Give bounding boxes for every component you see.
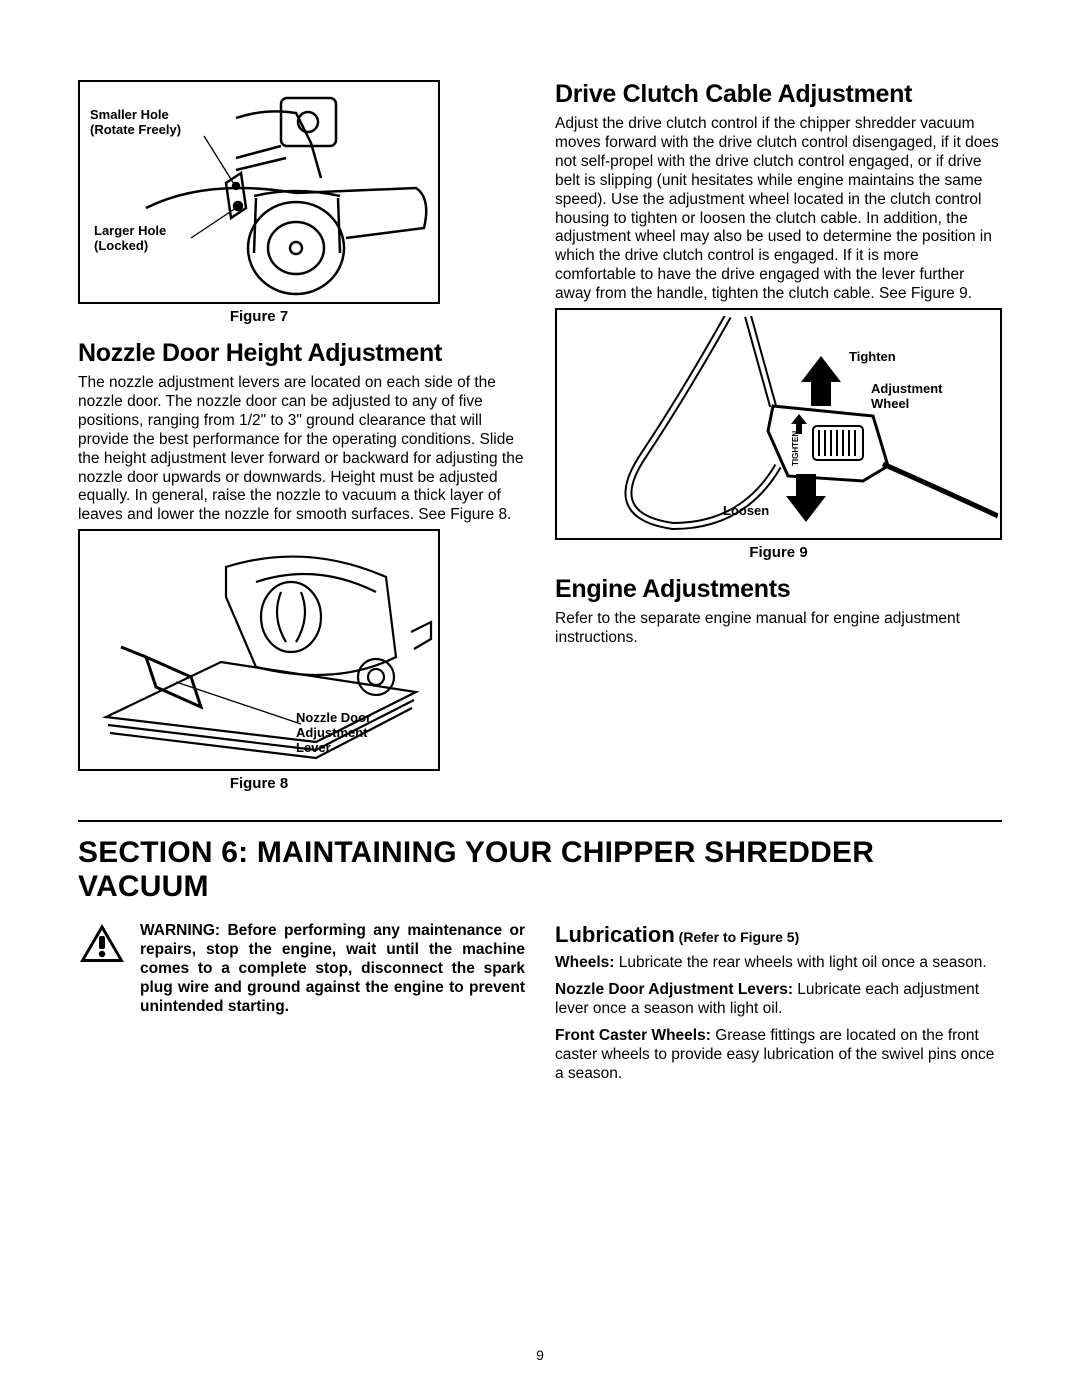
warning-icon: [78, 922, 126, 1017]
drive-heading: Drive Clutch Cable Adjustment: [555, 80, 1002, 109]
lubrication-sub: (Refer to Figure 5): [675, 929, 799, 945]
fig9-vtext: TIGHTEN: [791, 431, 800, 466]
wheels-label: Wheels:: [555, 954, 614, 971]
figure-8-diagram: [86, 537, 436, 765]
lubrication-heading-row: Lubrication (Refer to Figure 5): [555, 922, 1002, 948]
text: Smaller Hole: [90, 107, 169, 122]
wheels-body: Lubricate the rear wheels with light oil…: [614, 954, 986, 971]
fig8-label: Nozzle Door Adjustment Lever: [296, 711, 371, 756]
fig7-label-smaller: Smaller Hole (Rotate Freely): [90, 108, 181, 138]
section6-right: Lubrication (Refer to Figure 5) Wheels: …: [555, 922, 1002, 1083]
section6-left: WARNING: Before performing any maintenan…: [78, 922, 525, 1083]
two-column-layout: Smaller Hole (Rotate Freely) Larger Hole…: [78, 80, 1002, 792]
levers-label: Nozzle Door Adjustment Levers:: [555, 981, 793, 998]
warning-label: WARNING:: [140, 922, 220, 939]
text: Adjustment: [296, 725, 368, 740]
warning-text: WARNING: Before performing any maintenan…: [140, 922, 525, 1017]
page-number: 9: [0, 1347, 1080, 1363]
figure-7-box: Smaller Hole (Rotate Freely) Larger Hole…: [78, 80, 440, 304]
text: Adjustment: [871, 381, 943, 396]
section6-columns: WARNING: Before performing any maintenan…: [78, 922, 1002, 1083]
fig9-loosen-label: Loosen: [723, 504, 769, 519]
fig9-adj-label: Adjustment Wheel: [871, 382, 943, 412]
text: Lever: [296, 740, 331, 755]
levers-para: Nozzle Door Adjustment Levers: Lubricate…: [555, 981, 1002, 1019]
lubrication-heading: Lubrication: [555, 922, 675, 947]
figure-9-diagram: TIGHTEN: [563, 316, 998, 534]
figure-9-caption: Figure 9: [555, 544, 1002, 561]
figure-9-box: TIGHTEN Tighten Adjustment Wheel Loosen: [555, 308, 1002, 540]
text: Nozzle Door: [296, 710, 371, 725]
right-column: Drive Clutch Cable Adjustment Adjust the…: [555, 80, 1002, 792]
section-separator: [78, 820, 1002, 822]
figure-8-box: Nozzle Door Adjustment Lever: [78, 529, 440, 771]
caster-label: Front Caster Wheels:: [555, 1027, 711, 1044]
fig9-tighten-label: Tighten: [849, 350, 896, 365]
text: Larger Hole: [94, 223, 166, 238]
engine-heading: Engine Adjustments: [555, 575, 1002, 604]
section-6-title: SECTION 6: MAINTAINING YOUR CHIPPER SHRE…: [78, 836, 1002, 904]
caster-para: Front Caster Wheels: Grease fittings are…: [555, 1027, 1002, 1084]
fig7-label-larger: Larger Hole (Locked): [94, 224, 166, 254]
text: Wheel: [871, 396, 909, 411]
drive-body: Adjust the drive clutch control if the c…: [555, 115, 1002, 304]
text: (Rotate Freely): [90, 122, 181, 137]
figure-7-caption: Figure 7: [78, 308, 440, 325]
text: (Locked): [94, 238, 148, 253]
wheels-para: Wheels: Lubricate the rear wheels with l…: [555, 954, 1002, 973]
engine-body: Refer to the separate engine manual for …: [555, 610, 1002, 648]
nozzle-heading: Nozzle Door Height Adjustment: [78, 339, 525, 368]
warning-block: WARNING: Before performing any maintenan…: [78, 922, 525, 1017]
nozzle-body: The nozzle adjustment levers are located…: [78, 374, 525, 525]
left-column: Smaller Hole (Rotate Freely) Larger Hole…: [78, 80, 525, 792]
figure-8-caption: Figure 8: [78, 775, 440, 792]
